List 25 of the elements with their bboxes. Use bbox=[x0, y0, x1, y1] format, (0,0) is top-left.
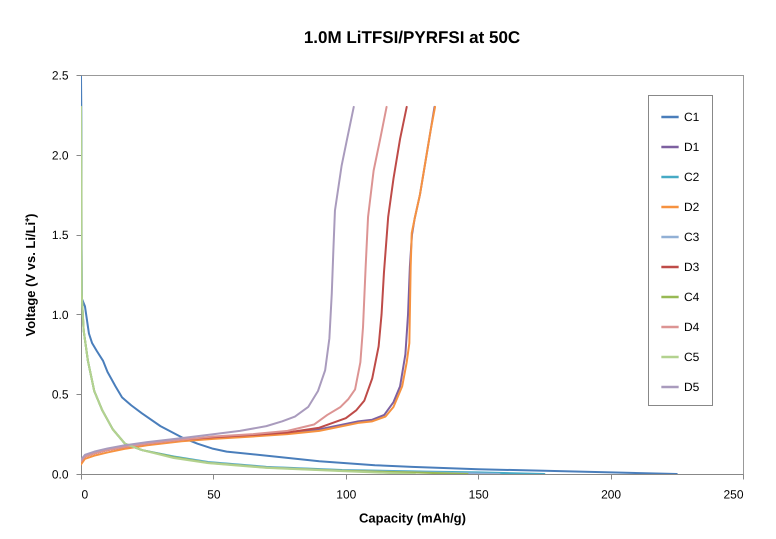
x-tick-label: 100 bbox=[336, 488, 357, 502]
y-tick-label: 1.5 bbox=[52, 228, 69, 242]
legend-label: D4 bbox=[684, 320, 700, 334]
x-axis-title: Capacity (mAh/g) bbox=[359, 510, 466, 526]
y-tick-label: 0.0 bbox=[52, 468, 69, 482]
legend-label: C3 bbox=[684, 230, 700, 244]
x-tick-label: 200 bbox=[601, 488, 622, 502]
y-tick-label: 2.5 bbox=[52, 68, 69, 82]
y-tick-label: 1.0 bbox=[52, 308, 69, 322]
x-tick-label: 50 bbox=[207, 488, 221, 502]
y-tick-label: 2.0 bbox=[52, 148, 69, 162]
chart-title: 1.0M LiTFSI/PYRFSI at 50C bbox=[304, 28, 520, 47]
x-tick-label: 0 bbox=[82, 488, 88, 502]
legend-label: C1 bbox=[684, 110, 700, 124]
x-tick-label: 150 bbox=[468, 488, 490, 502]
legend-label: D5 bbox=[684, 380, 700, 394]
legend-label: C2 bbox=[684, 170, 700, 184]
legend-label: D2 bbox=[684, 200, 700, 214]
legend-label: D1 bbox=[684, 140, 700, 154]
legend-label: C5 bbox=[684, 350, 700, 364]
x-tick-label: 250 bbox=[723, 488, 744, 502]
y-axis-title: Voltage (V vs. Li/Li⁺) bbox=[22, 214, 38, 336]
y-tick-label: 0.5 bbox=[52, 388, 69, 402]
legend-label: C4 bbox=[684, 290, 700, 304]
legend-label: D3 bbox=[684, 260, 700, 274]
